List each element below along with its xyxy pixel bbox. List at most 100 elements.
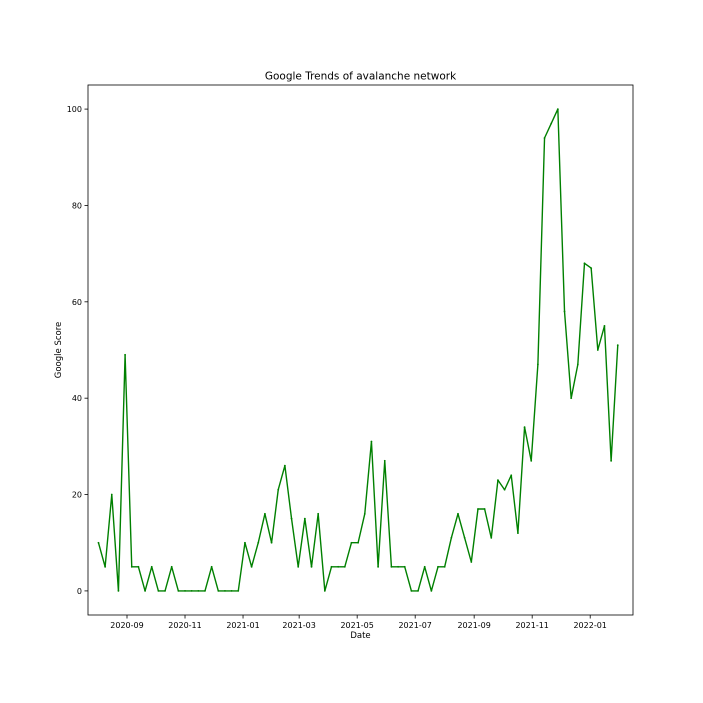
data-point-2021-01-31 <box>270 541 273 544</box>
data-point-2020-11-08 <box>190 590 193 592</box>
data-point-2022-01-16 <box>603 325 606 327</box>
data-point-2020-09-13 <box>137 565 140 568</box>
x-tick-label: 2020-11 <box>168 621 201 630</box>
data-point-2021-07-04 <box>417 590 419 592</box>
data-point-2021-05-09 <box>363 512 366 515</box>
data-point-2021-01-03 <box>244 541 246 544</box>
data-point-2021-09-26 <box>497 479 499 481</box>
data-point-2021-09-05 <box>477 508 479 510</box>
data-point-2021-10-17 <box>517 532 519 534</box>
data-point-2020-10-25 <box>177 590 180 592</box>
x-axis: 2020-09 2020-11 2021-01 2021-03 2021-05 2021-… <box>110 615 607 630</box>
y-tick-label: 100 <box>67 105 82 114</box>
data-point-2021-12-26 <box>583 262 586 265</box>
data-point-2021-11-07 <box>536 363 539 366</box>
data-point-2020-10-04 <box>157 590 160 592</box>
data-point-2020-12-20 <box>230 590 233 592</box>
data-point-2021-12-12 <box>570 397 573 400</box>
data-point-2021-05-02 <box>357 541 360 544</box>
x-tick-label: 2021-11 <box>515 621 548 630</box>
data-point-2021-05-30 <box>383 459 386 462</box>
data-point-2021-03-28 <box>323 590 326 592</box>
data-point-2022-01-30 <box>616 344 619 347</box>
x-tick-label: 2021-05 <box>340 621 373 630</box>
data-point-2021-10-24 <box>523 426 526 428</box>
y-tick-label: 60 <box>72 298 82 307</box>
data-point-2021-09-12 <box>483 508 486 510</box>
data-point-2021-02-14 <box>283 464 286 467</box>
data-point-2021-04-18 <box>343 565 346 568</box>
data-point-2020-09-06 <box>130 565 133 568</box>
data-point-2020-12-13 <box>224 590 226 592</box>
data-point-2020-11-22 <box>204 590 206 592</box>
y-tick-label: 0 <box>77 587 82 596</box>
data-point-2020-11-15 <box>197 590 200 592</box>
data-point-2021-08-29 <box>470 561 473 563</box>
data-point-2021-10-10 <box>510 474 513 477</box>
y-tick-label: 80 <box>72 201 82 210</box>
data-point-2021-08-01 <box>443 565 446 568</box>
data-point-2021-11-21 <box>550 122 553 125</box>
data-point-2021-08-22 <box>463 537 466 539</box>
data-point-2021-08-08 <box>450 537 453 539</box>
data-point-2020-09-20 <box>144 590 146 592</box>
data-point-2021-05-23 <box>377 565 379 568</box>
data-point-2021-09-19 <box>490 537 493 539</box>
x-axis-label: Date <box>350 631 370 641</box>
plot-area <box>97 108 619 592</box>
data-points <box>97 108 619 592</box>
data-point-2022-01-09 <box>596 349 599 351</box>
data-point-2021-03-21 <box>317 512 320 515</box>
data-point-2020-08-23 <box>117 590 120 592</box>
data-point-2020-10-18 <box>170 565 173 568</box>
data-point-2021-02-21 <box>290 517 293 520</box>
x-tick-label: 2021-01 <box>226 621 259 630</box>
data-point-2021-10-03 <box>503 488 506 491</box>
data-point-2020-08-09 <box>104 565 107 568</box>
y-axis-label: Google Score <box>54 322 64 378</box>
data-point-2021-06-13 <box>397 565 399 568</box>
x-tick-label: 2020-09 <box>110 621 143 630</box>
x-tick-label: 2021-03 <box>282 621 315 630</box>
data-point-2021-10-31 <box>530 459 533 462</box>
data-point-2020-11-01 <box>184 590 186 592</box>
data-point-2021-04-11 <box>337 565 340 568</box>
data-point-2020-12-27 <box>237 590 240 592</box>
data-point-2021-03-14 <box>310 565 313 568</box>
data-point-2020-12-06 <box>217 590 220 592</box>
y-tick-label: 20 <box>72 491 82 500</box>
data-point-2020-08-30 <box>124 353 126 356</box>
x-tick-label: 2021-07 <box>398 621 431 630</box>
data-point-2021-01-17 <box>257 541 260 544</box>
data-point-2021-05-16 <box>370 440 373 443</box>
data-point-2021-07-25 <box>437 565 439 568</box>
data-point-2022-01-02 <box>590 267 593 269</box>
data-point-2020-08-16 <box>110 493 113 496</box>
data-point-2021-06-06 <box>390 565 393 568</box>
plot-frame <box>87 84 634 616</box>
data-point-2021-07-18 <box>430 590 433 592</box>
data-point-2021-02-28 <box>297 565 300 568</box>
data-point-2021-12-19 <box>576 363 579 366</box>
data-point-2021-04-04 <box>330 565 333 568</box>
data-point-2021-08-15 <box>457 512 459 515</box>
data-point-2021-01-10 <box>250 565 253 568</box>
data-point-2021-04-25 <box>350 541 353 544</box>
data-point-2021-06-27 <box>410 590 413 592</box>
y-tick-label: 40 <box>72 394 82 403</box>
data-point-2021-03-07 <box>303 517 306 520</box>
data-point-2020-09-27 <box>150 565 153 568</box>
data-point-2021-02-07 <box>277 488 280 491</box>
data-point-2021-06-20 <box>403 565 406 568</box>
data-point-2020-08-02 <box>97 541 100 544</box>
x-tick-label: 2022-01 <box>573 621 606 630</box>
chart-title: Google Trends of avalanche network <box>265 71 457 83</box>
data-point-2021-01-24 <box>264 512 266 515</box>
data-point-2021-11-14 <box>543 137 546 139</box>
data-point-2020-11-29 <box>210 565 213 568</box>
data-point-2021-12-05 <box>563 310 566 313</box>
data-point-2022-01-23 <box>610 459 613 462</box>
y-axis: 0 20 40 60 80 100 <box>67 105 88 596</box>
